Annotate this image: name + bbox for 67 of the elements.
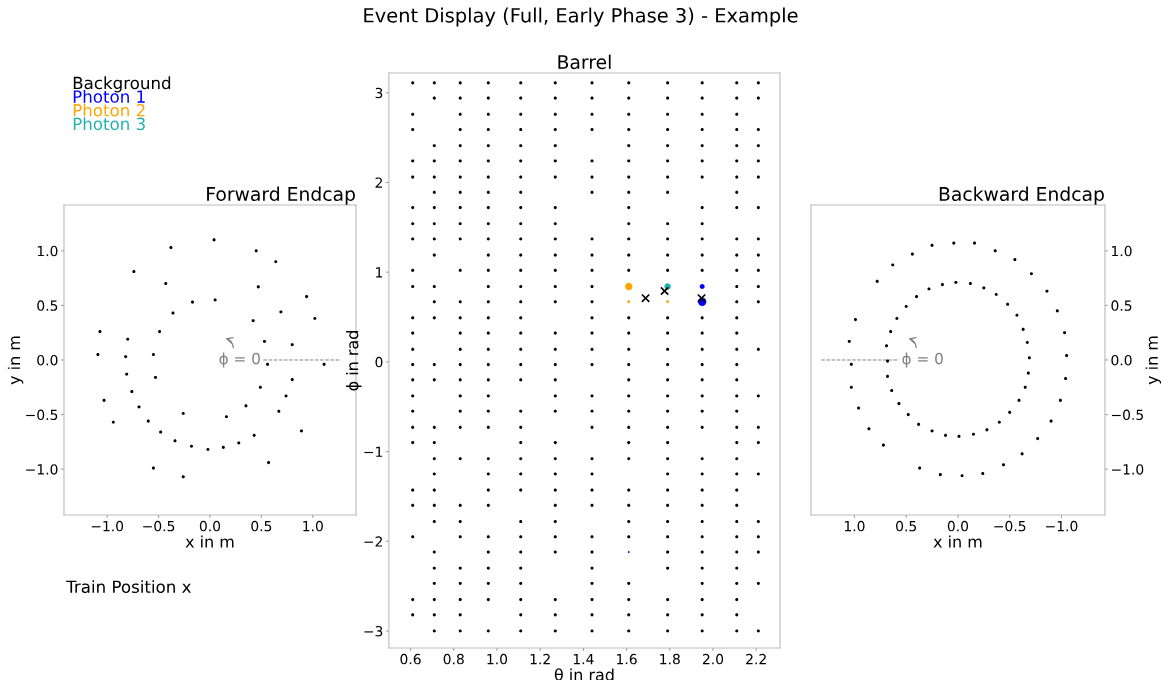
y-tick-label: −0.5	[1111, 409, 1143, 421]
chart-title: Barrel	[558, 54, 611, 70]
y-tick-label: 0.0	[1111, 354, 1132, 366]
y-axis-title: y in m	[1145, 336, 1161, 385]
text: Train Position x	[66, 580, 191, 594]
y-tick-label: 0.5	[1111, 300, 1132, 311]
y-tick-label: −1.0	[1111, 464, 1144, 475]
x-tick-label: −0.5	[143, 520, 175, 532]
text: Photon 3	[73, 117, 145, 131]
x-tick-label: −1.0	[1046, 520, 1078, 532]
point	[124, 355, 128, 359]
y-axis-title: y in m	[7, 336, 24, 385]
annotation: ϕ = 0	[902, 352, 943, 368]
point	[290, 343, 294, 347]
annotation: ϕ = 0	[219, 352, 260, 368]
x-tick-label: 0.5	[896, 520, 917, 532]
y-tick-label: −2	[364, 536, 382, 547]
text: Photon 2	[73, 103, 145, 117]
chart-title: Forward Endcap	[207, 186, 355, 205]
point	[305, 295, 309, 299]
point	[153, 375, 158, 380]
point	[254, 249, 258, 253]
x-tick-label: 1.0	[303, 520, 323, 532]
y-axis-title: ϕ in rad	[346, 331, 362, 391]
point	[274, 260, 278, 264]
x-tick-label: 0.0	[947, 520, 969, 532]
point	[126, 337, 130, 341]
point	[213, 298, 217, 302]
x-tick-label: 1.2	[530, 653, 550, 665]
chart-title: Backward Endcap	[939, 186, 1104, 205]
y-tick-label: −0.5	[26, 409, 58, 421]
y-tick-label: −1.0	[26, 464, 58, 475]
x-axis-title: x in m	[185, 535, 234, 548]
y-tick-label: −1	[364, 446, 383, 457]
x-tick-label: −1.0	[91, 520, 124, 532]
x-tick-label: 2.2	[746, 653, 766, 665]
y-tick-label: 1.0	[37, 245, 58, 257]
point	[265, 362, 270, 366]
x-tick-label: 1.6	[617, 653, 637, 665]
x-tick-label: 0.0	[199, 520, 221, 532]
point	[267, 461, 271, 465]
y-tick-label: 3	[375, 87, 383, 99]
x-axis-title: θ in rad	[554, 668, 614, 680]
point	[181, 475, 185, 479]
x-tick-label: 0.5	[251, 520, 272, 532]
x-tick-label: 1.4	[573, 654, 594, 665]
point	[258, 385, 262, 389]
point	[151, 352, 155, 357]
point	[262, 339, 267, 343]
x-tick-label: 0.6	[400, 653, 421, 665]
y-tick-label: 1.0	[1112, 245, 1132, 257]
text: Event Display (Full, Early Phase 3) - Example	[364, 7, 798, 27]
y-tick-label: 0.5	[37, 300, 58, 311]
y-tick-label: 1	[376, 267, 383, 278]
x-tick-label: 0.8	[443, 653, 464, 665]
x-tick-label: 1.8	[660, 653, 680, 665]
x-tick-label: 1.0	[487, 653, 508, 665]
x-tick-label: −0.5	[994, 520, 1026, 532]
y-tick-label: 2	[375, 177, 382, 188]
x-tick-label: 2.0	[702, 653, 724, 665]
x-tick-label: 1.0	[844, 520, 865, 532]
y-tick-label: 0	[375, 356, 383, 368]
y-tick-label: −3	[364, 625, 383, 637]
y-tick-label: 0.0	[37, 354, 58, 366]
point	[221, 445, 225, 449]
x-axis-title: x in m	[933, 535, 982, 548]
point	[158, 330, 162, 334]
